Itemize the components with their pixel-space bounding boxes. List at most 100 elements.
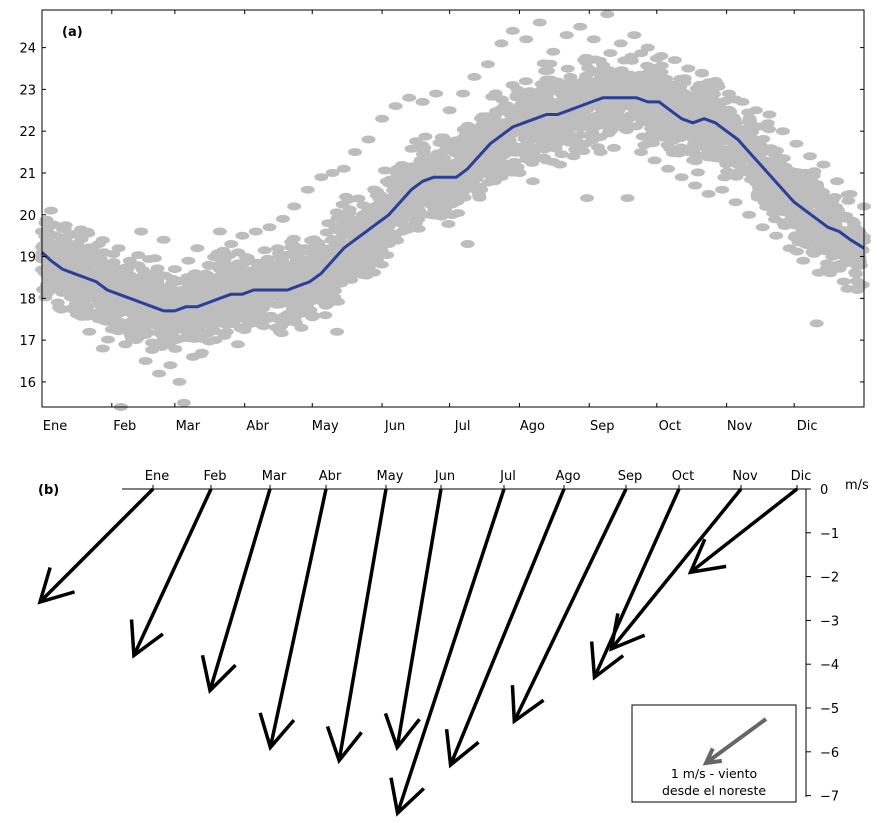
scatter-point — [752, 122, 767, 131]
scatter-point — [475, 112, 490, 121]
scatter-point — [79, 305, 94, 314]
scatter-point — [775, 127, 790, 136]
scatter-point — [490, 171, 504, 180]
scatter-point — [804, 229, 819, 238]
wind-arrow-dic — [687, 487, 799, 575]
scatter-point — [647, 156, 662, 165]
scatter-point — [275, 254, 289, 263]
scatter-point — [832, 260, 847, 268]
scatter-point — [741, 117, 756, 126]
scatter-point — [145, 281, 160, 290]
legend-arrow — [702, 717, 768, 766]
scatter-point — [98, 276, 113, 285]
scatter-point — [488, 89, 503, 98]
wind-arrow-feb — [129, 488, 213, 659]
scatter-point — [777, 222, 792, 230]
scatter-point — [293, 262, 308, 271]
scatter-point — [624, 52, 639, 61]
scatter-point — [438, 186, 453, 195]
scatter-point — [200, 320, 215, 329]
y-axis-b-unit: m/s — [845, 478, 869, 493]
scatter-point — [613, 39, 628, 48]
scatter-point — [514, 100, 529, 109]
scatter-point — [215, 286, 230, 295]
scatter-point — [480, 60, 495, 69]
scatter-point — [75, 231, 90, 240]
scatter-point — [403, 198, 418, 206]
scatter-point — [168, 344, 183, 353]
scatter-point — [711, 137, 726, 146]
scatter-point — [101, 335, 115, 344]
scatter-point — [823, 206, 838, 215]
month-label: Ago — [555, 469, 580, 484]
scatter-point — [586, 35, 601, 44]
scatter-point — [418, 132, 433, 141]
scatter-point — [417, 143, 432, 152]
scatter-point — [841, 196, 856, 205]
legend-arrow-glyph — [702, 717, 768, 766]
scatter-point — [563, 77, 578, 86]
scatter-point — [199, 307, 214, 316]
scatter-point — [619, 71, 634, 80]
scatter-point — [558, 87, 573, 96]
scatter-point — [69, 281, 84, 290]
panel-b: (b) Ene Feb Mar Abr May Jun Jul Ago Sep Oct Nov Dic… — [37, 469, 869, 817]
scatter-point — [333, 238, 348, 247]
legend-box — [631, 704, 797, 803]
scatter-point — [210, 249, 225, 258]
scatter-point — [318, 301, 333, 310]
scatter-point — [640, 61, 655, 70]
scatter-point — [765, 188, 780, 197]
scatter-point — [118, 340, 133, 349]
scatter-point — [518, 77, 533, 86]
scatter-point — [476, 168, 491, 177]
scatter-point — [404, 144, 419, 153]
month-label: May — [377, 469, 404, 484]
scatter-point — [348, 148, 362, 157]
scatter-point — [181, 256, 196, 265]
scatter-point — [707, 154, 722, 163]
scatter-point — [809, 319, 824, 328]
scatter-point — [38, 293, 53, 302]
scatter-point — [190, 244, 205, 253]
y-tick-label: 21 — [19, 167, 36, 182]
scatter-point — [307, 294, 322, 303]
y-tick-label: 20 — [19, 209, 36, 224]
y-tick-label: 17 — [19, 334, 36, 349]
scatter-point — [346, 228, 361, 237]
wind-arrow-may — [325, 488, 388, 765]
scatter-point — [823, 229, 838, 238]
scatter-point — [799, 191, 814, 200]
scatter-point — [224, 240, 239, 248]
scatter-point — [131, 251, 146, 260]
scatter-point — [808, 240, 823, 248]
scatter-point — [329, 208, 344, 217]
scatter-point — [627, 31, 642, 40]
scatter-point — [125, 287, 140, 296]
scatter-point — [742, 210, 757, 219]
scatter-point — [837, 251, 852, 260]
scatter-point — [818, 197, 833, 205]
scatter-point — [39, 286, 54, 294]
scatter-point — [504, 142, 519, 150]
y-tick-label: −6 — [820, 746, 839, 761]
scatter-point — [770, 156, 785, 165]
scatter-point — [602, 79, 617, 88]
scatter-point — [88, 288, 103, 297]
scatter-point — [487, 177, 502, 186]
scatter-point — [537, 125, 552, 134]
y-axis-b: 0 −1 −2 −3 −4 −5 −6 −7 — [806, 483, 839, 805]
scatter-point — [818, 247, 833, 256]
scatter-point — [463, 152, 478, 161]
wind-arrow-jun — [383, 488, 443, 752]
scatter-point — [659, 129, 674, 138]
scatter-point — [212, 265, 227, 274]
scatter-point — [585, 68, 599, 77]
scatter-point — [667, 56, 682, 65]
scatter-point — [456, 187, 471, 196]
scatter-point — [637, 141, 652, 150]
scatter-point — [402, 93, 417, 102]
scatter-point — [701, 189, 716, 198]
scatter-point — [129, 320, 144, 329]
